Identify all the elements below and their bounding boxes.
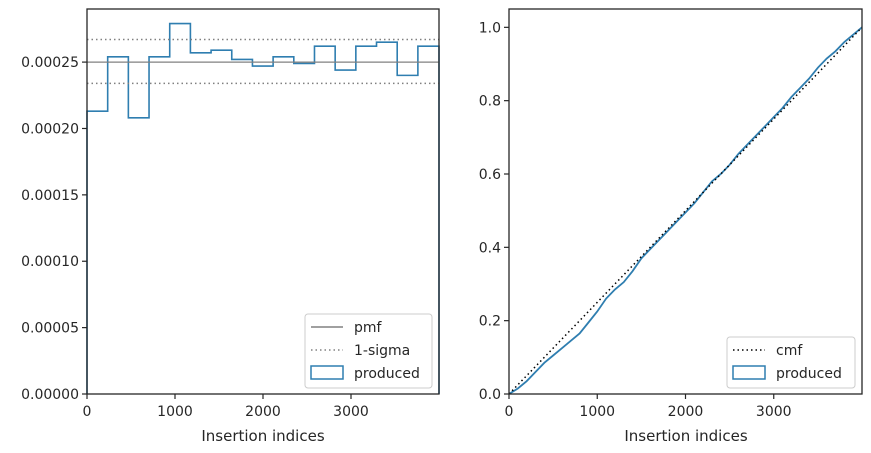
pmf-legend-produced-patch <box>310 365 344 380</box>
pmf-y-ticks: 0.00000 0.00005 0.00010 0.00015 0.00020 0.000… <box>21 55 87 403</box>
pmf-y-tick-label: 0.00025 <box>21 55 79 71</box>
cmf-line <box>508 26 863 395</box>
pmf-y-tick-label: 0.00000 <box>21 387 79 403</box>
pmf-x-tick-label: 0 <box>83 404 92 420</box>
pmf-y-tick-label: 0.00010 <box>21 254 79 270</box>
cmf-y-tick-label: 0.4 <box>479 240 501 256</box>
cmf-x-tick-label: 1000 <box>579 404 615 420</box>
pmf-legend-box <box>304 313 433 389</box>
cmf-legend-produced-label: produced <box>776 366 842 382</box>
cmf-x-axis-label: Insertion indices <box>624 427 747 445</box>
cmf-x-tick-label: 2000 <box>668 404 704 420</box>
pmf-x-tick-label: 3000 <box>333 404 369 420</box>
cmf-x-ticks: 0 1000 2000 3000 <box>505 394 792 420</box>
pmf-legend-produced-label: produced <box>354 366 420 382</box>
pmf-plot-marks <box>86 22 440 394</box>
produced-cumulative-line <box>508 26 863 395</box>
cmf-y-tick-label: 0.0 <box>479 387 501 403</box>
produced-histogram-step <box>86 22 440 394</box>
cmf-y-tick-label: 0.2 <box>479 314 501 330</box>
pmf-legend-sigma-label: 1-sigma <box>354 343 410 359</box>
cmf-y-tick-label: 0.8 <box>479 94 501 110</box>
cmf-x-tick-label: 3000 <box>756 404 792 420</box>
cmf-x-tick-label: 0 <box>505 404 514 420</box>
cmf-legend-box <box>726 336 856 389</box>
cmf-y-tick-label: 0.6 <box>479 167 501 183</box>
pmf-y-tick-label: 0.00020 <box>21 121 79 137</box>
pmf-legend-pmf-label: pmf <box>354 320 383 336</box>
pmf-y-tick-label: 0.00005 <box>21 321 79 337</box>
pmf-x-tick-label: 1000 <box>157 404 193 420</box>
cmf-y-ticks: 0.0 0.2 0.4 0.6 0.8 1.0 <box>479 20 509 403</box>
cmf-legend-produced-patch <box>732 365 766 380</box>
cmf-panel: 0 1000 2000 3000 0.0 0.2 0.4 0.6 0.8 1.0 Inserti… <box>479 8 863 445</box>
cmf-legend-cmf-label: cmf <box>776 343 803 359</box>
pmf-x-axis-label: Insertion indices <box>201 427 324 445</box>
cmf-legend: cmf produced <box>726 336 856 389</box>
pmf-x-ticks: 0 1000 2000 3000 <box>83 394 369 420</box>
pmf-y-tick-label: 0.00015 <box>21 188 79 204</box>
pmf-x-tick-label: 2000 <box>245 404 281 420</box>
cmf-plot-marks <box>508 26 863 395</box>
cmf-y-tick-label: 1.0 <box>479 20 501 36</box>
pmf-histogram-panel: 0 1000 2000 3000 0.000000.000050.000100.000… <box>21 8 440 445</box>
pmf-legend: pmf 1-sigma produced <box>304 313 433 389</box>
